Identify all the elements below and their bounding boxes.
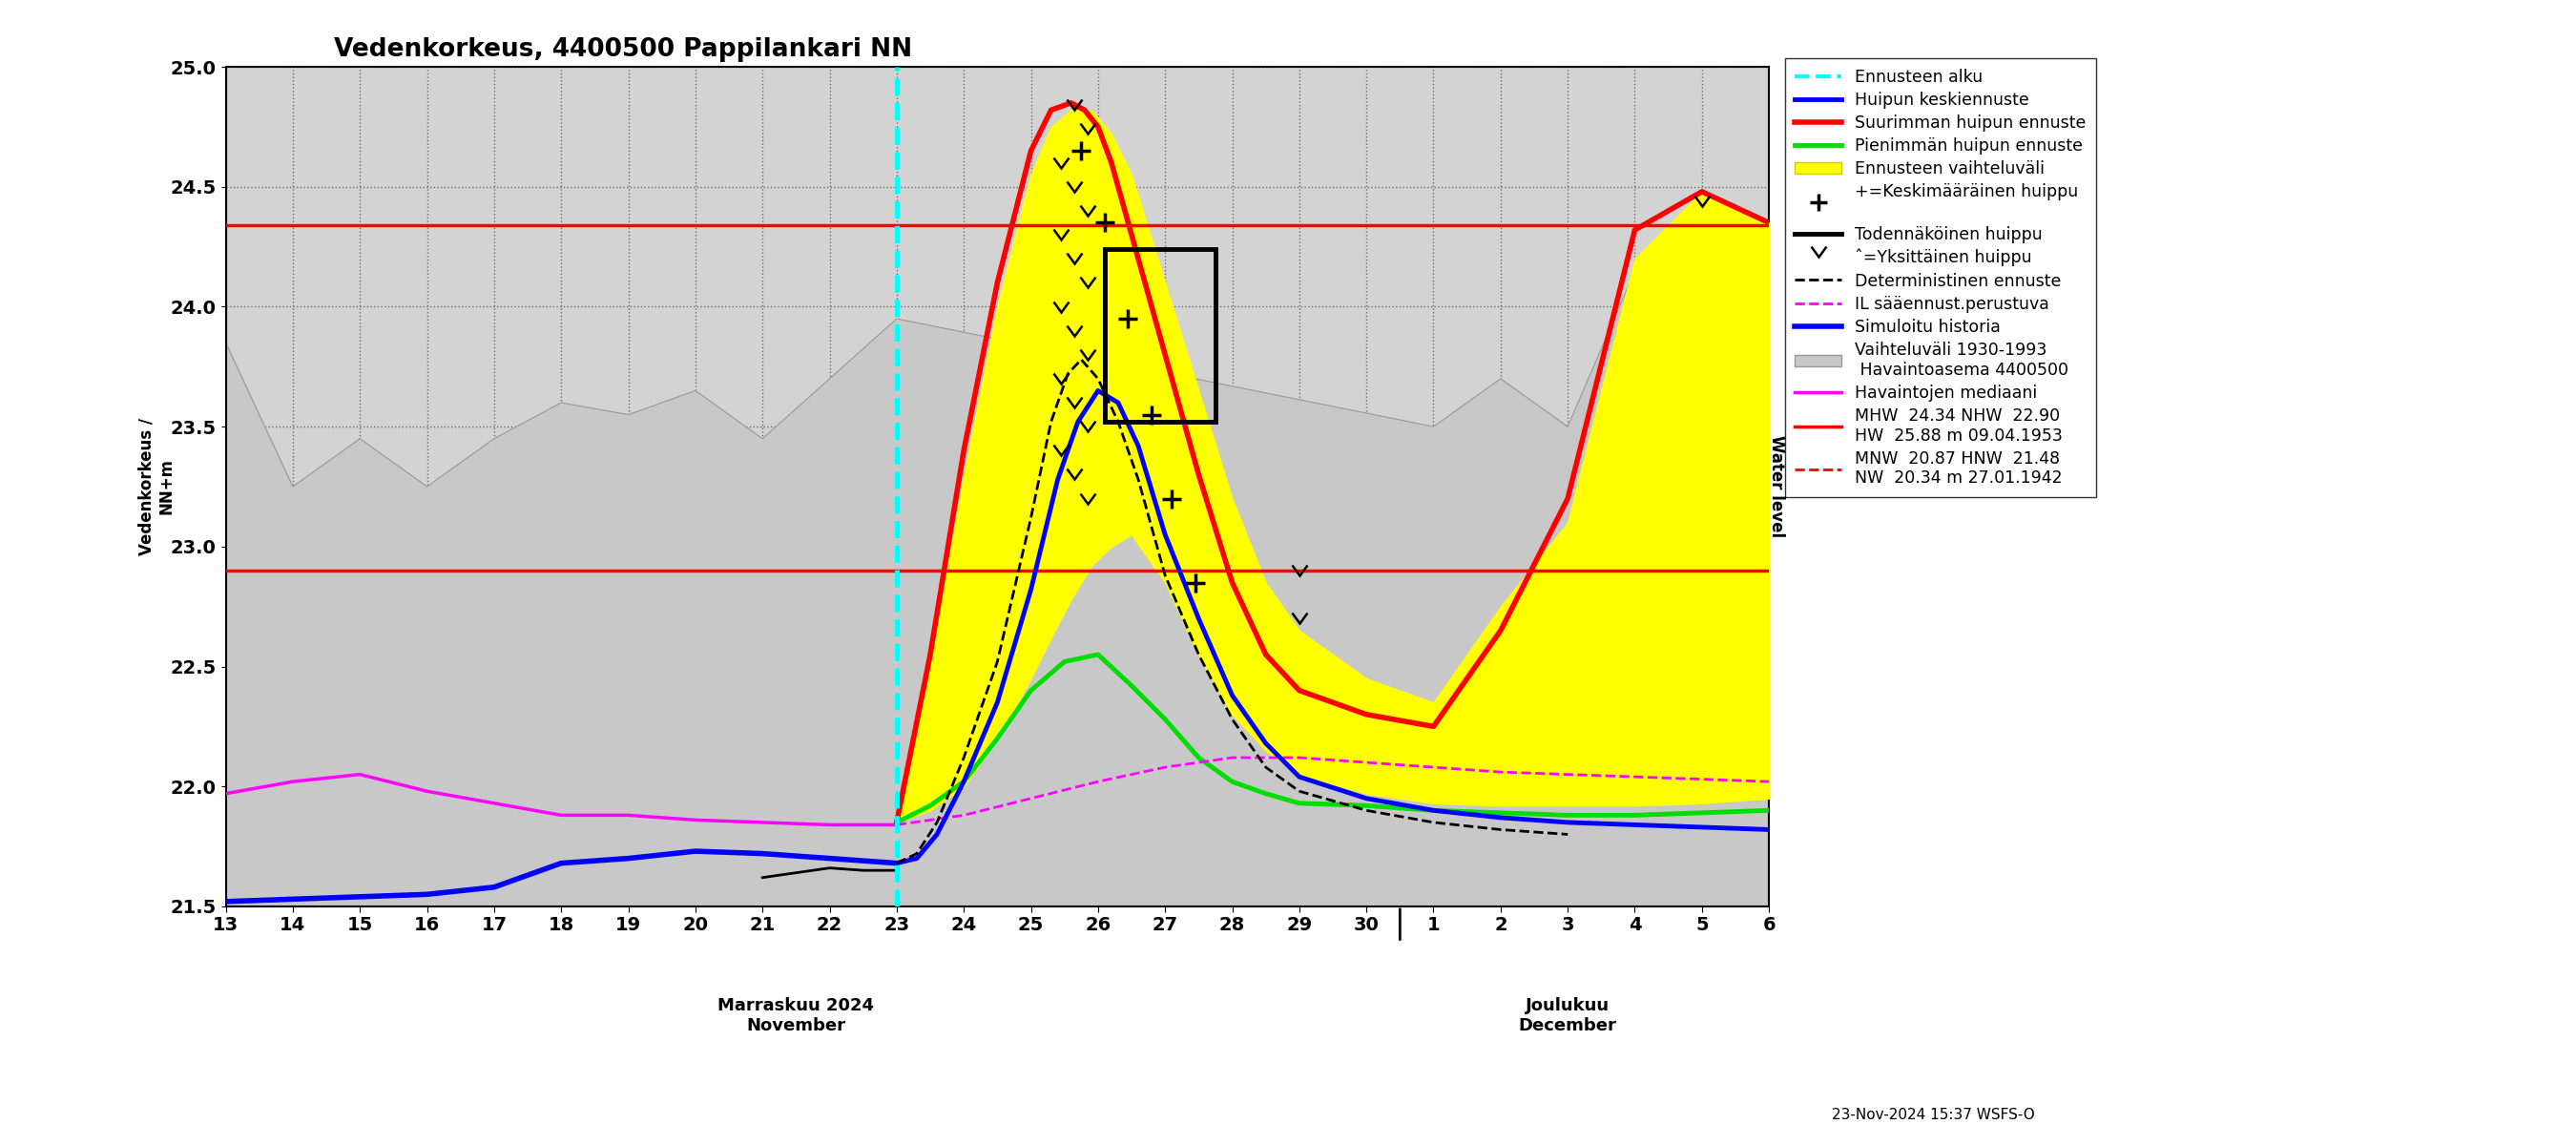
Text: Marraskuu 2024
November: Marraskuu 2024 November bbox=[719, 997, 873, 1034]
Legend: Ennusteen alku, Huipun keskiennuste, Suurimman huipun ennuste, Pienimmän huipun : Ennusteen alku, Huipun keskiennuste, Suu… bbox=[1785, 58, 2097, 497]
Bar bbox=[1105, 250, 1216, 421]
Text: Joulukuu
December: Joulukuu December bbox=[1520, 997, 1618, 1034]
Text: Vedenkorkeus /
NN+m: Vedenkorkeus / NN+m bbox=[137, 418, 175, 555]
Text: Vedenkorkeus, 4400500 Pappilankari NN: Vedenkorkeus, 4400500 Pappilankari NN bbox=[335, 37, 912, 62]
Y-axis label: Water level: Water level bbox=[1767, 435, 1785, 538]
Text: 23-Nov-2024 15:37 WSFS-O: 23-Nov-2024 15:37 WSFS-O bbox=[1832, 1108, 2035, 1122]
